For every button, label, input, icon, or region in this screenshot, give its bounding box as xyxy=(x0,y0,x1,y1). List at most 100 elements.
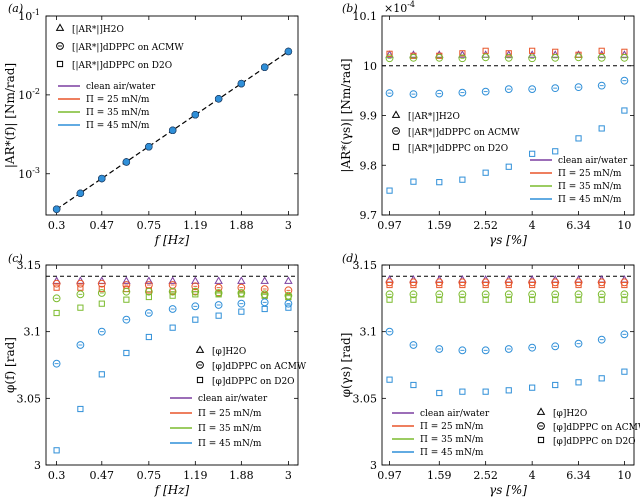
data-point xyxy=(505,163,512,170)
data-point xyxy=(597,335,606,344)
data-point xyxy=(575,135,582,142)
data-point xyxy=(598,375,605,382)
data-point xyxy=(574,290,583,299)
data-point xyxy=(435,89,444,98)
legend-marker xyxy=(56,60,64,68)
data-point xyxy=(528,54,537,63)
data-point xyxy=(191,302,200,311)
data-point xyxy=(620,76,629,85)
data-point xyxy=(574,53,583,62)
data-point xyxy=(435,290,444,299)
data-point xyxy=(122,315,131,324)
data-point xyxy=(284,47,293,56)
data-point xyxy=(551,342,560,351)
data-point xyxy=(459,388,466,395)
data-point xyxy=(409,90,418,99)
data-point xyxy=(552,296,559,303)
data-point xyxy=(52,359,61,368)
data-point xyxy=(53,284,60,291)
legend-marker xyxy=(55,23,65,31)
data-point xyxy=(459,50,466,57)
data-point xyxy=(144,287,153,296)
y-tick-label: 10-1 xyxy=(18,8,40,23)
panel-label: (c) xyxy=(8,252,23,265)
y-tick-label: 3.15 xyxy=(353,259,378,272)
legend-marker xyxy=(537,436,545,444)
data-point xyxy=(76,341,85,349)
data-point xyxy=(53,447,60,454)
data-point xyxy=(169,288,176,295)
data-point xyxy=(76,290,85,299)
data-point xyxy=(97,327,106,336)
legend: [|AR*|]H2O [|AR*|]dDPPC on ACMW [|AR*|]dDP… xyxy=(391,110,628,205)
data-point xyxy=(621,107,628,114)
legend-label: Π = 35 mN/m xyxy=(420,435,484,445)
data-point xyxy=(409,53,418,62)
data-point xyxy=(284,299,293,308)
data-point xyxy=(409,290,418,299)
data-point xyxy=(76,279,85,288)
legend: [φ]H2O [φ]dDPPC on ACMW [φ]dDPPC on D2O cle… xyxy=(170,345,307,449)
legend-label: Π = 25 mN/m xyxy=(198,409,262,419)
data-point xyxy=(238,308,245,315)
data-point xyxy=(574,83,583,92)
data-point xyxy=(386,296,393,303)
data-point xyxy=(77,405,84,413)
data-point xyxy=(575,281,582,289)
data-point xyxy=(168,126,177,135)
data-point xyxy=(191,111,200,119)
legend-marker xyxy=(536,407,546,415)
data-point xyxy=(410,281,417,289)
data-point xyxy=(529,296,536,303)
data-point xyxy=(575,296,582,303)
data-point xyxy=(552,148,559,155)
y-tick-label: 3 xyxy=(34,459,41,472)
data-point xyxy=(527,50,537,58)
y-tick-label: 9.7 xyxy=(360,209,378,222)
y-tick-label: 10.1 xyxy=(353,10,378,23)
data-point xyxy=(260,298,269,307)
data-point xyxy=(598,281,605,289)
data-point xyxy=(385,89,394,98)
legend-label: Π = 45 mN/m xyxy=(86,121,150,131)
data-point xyxy=(145,293,152,301)
data-point xyxy=(436,296,443,303)
data-point xyxy=(168,305,177,313)
legend-label: [φ]dDPPC on D2O xyxy=(553,437,636,447)
data-point xyxy=(410,381,417,389)
data-point xyxy=(386,281,393,289)
data-point xyxy=(574,339,583,348)
data-point xyxy=(597,53,606,62)
y-axis-label: φ(γs) [rad] xyxy=(339,333,353,398)
data-point xyxy=(261,305,268,313)
data-point xyxy=(76,189,85,198)
data-point xyxy=(505,387,512,394)
data-point xyxy=(621,296,628,303)
x-tick-label: 1.88 xyxy=(229,469,254,482)
data-point xyxy=(505,296,512,303)
data-point xyxy=(215,312,222,319)
x-tick-label: 6.34 xyxy=(566,219,591,232)
data-point xyxy=(436,179,443,186)
data-point xyxy=(529,47,536,54)
data-point xyxy=(481,290,490,299)
data-point xyxy=(77,304,84,311)
legend-label: [φ]dDPPC on ACMW xyxy=(553,423,640,433)
data-point xyxy=(284,286,293,295)
x-tick-label: 1.19 xyxy=(183,469,208,482)
data-point xyxy=(529,281,536,289)
data-point xyxy=(597,81,606,90)
data-point xyxy=(237,299,246,308)
legend-label: Π = 35 mN/m xyxy=(86,108,150,118)
data-point xyxy=(97,289,106,297)
plot-frame xyxy=(45,15,299,216)
data-point xyxy=(528,290,537,299)
data-point xyxy=(260,276,269,284)
data-point xyxy=(458,290,467,299)
data-point xyxy=(504,85,513,94)
data-point xyxy=(598,296,605,303)
x-tick-label: 2.52 xyxy=(473,469,498,482)
data-point xyxy=(621,281,628,289)
y-tick-label: 10-3 xyxy=(18,166,40,181)
data-point xyxy=(505,281,512,289)
